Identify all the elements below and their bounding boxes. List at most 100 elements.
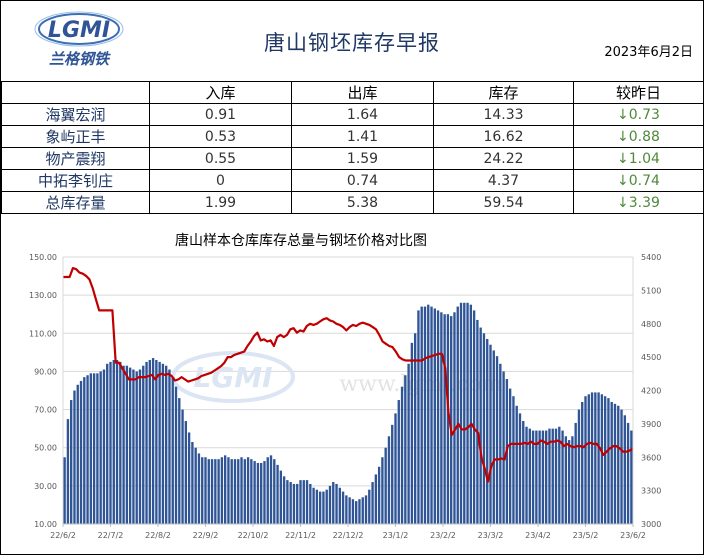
inventory-bar (115, 359, 119, 524)
column-header-change: 较昨日 (573, 81, 704, 104)
inventory-bar (387, 436, 391, 524)
inventory-bar (63, 457, 66, 524)
inventory-bar (273, 459, 276, 524)
inventory-bar (250, 459, 253, 524)
y-left-tick-label: 70.00 (34, 406, 57, 415)
warehouse-name: 中拓李钊庄 (1, 169, 150, 192)
inventory-bar (299, 480, 302, 524)
y-right-tick-label: 5100 (641, 286, 661, 295)
inventory-bar (194, 447, 197, 524)
inventory-bar (99, 371, 102, 524)
inventory-bar (361, 497, 364, 524)
change-value: ↓0.74 (573, 169, 704, 192)
inventory-bar (590, 392, 594, 524)
inventory-bar (548, 428, 551, 524)
inventory-bar (296, 483, 299, 524)
inventory-bar (453, 312, 456, 524)
inventory-bar (122, 365, 125, 524)
inventory-bar (178, 398, 181, 524)
inventory-price-chart: 唐山样本仓库库存总量与钢坯价格对比图 10.00 30.00 50.00 70.00 90… (29, 232, 661, 540)
inventory-bar (292, 483, 296, 524)
inventory-bar (577, 409, 581, 524)
inventory-bar (325, 489, 328, 524)
inventory-bar (358, 499, 361, 524)
inventory-bar (151, 358, 155, 524)
inventory-bar (220, 457, 224, 524)
inventory-bar (489, 344, 492, 524)
inventory-bar (207, 459, 210, 524)
inventory-bar (246, 457, 250, 524)
inventory-bar (381, 457, 384, 524)
inventory-bar (423, 306, 427, 524)
inventory-bar (607, 398, 610, 524)
inventory-bar (620, 409, 623, 524)
column-header-in: 入库 (149, 81, 292, 104)
y-left-tick-label: 10.00 (34, 520, 57, 529)
inventory-bar (86, 375, 89, 524)
inventory-bar (443, 314, 446, 524)
inventory-bar (410, 342, 414, 524)
inventory-bar (240, 457, 243, 524)
inventory-bar (394, 413, 397, 524)
inventory-bar (282, 476, 286, 524)
y-left-tick-label: 110.00 (29, 329, 57, 338)
inventory-bar (574, 422, 577, 524)
inventory-bar (276, 464, 279, 524)
inventory-bar (617, 405, 620, 524)
inventory-bar (148, 359, 151, 524)
inventory-bar (384, 447, 387, 524)
inventory-bar (613, 403, 617, 524)
y-right-tick-label: 3000 (641, 520, 661, 529)
inventory-bar (187, 432, 191, 524)
inventory-bar (597, 392, 600, 524)
x-tick-label: 23/3/2 (478, 531, 504, 540)
inventory-bar (525, 426, 528, 524)
inventory-bar (76, 384, 79, 524)
inventory-bar (436, 310, 440, 524)
change-value: ↓0.88 (573, 125, 704, 148)
inventory-bar (486, 339, 489, 524)
inventory-bar (243, 459, 246, 524)
page-title: 唐山钢坯库存早报 (264, 31, 440, 55)
change-value: ↓3.39 (573, 191, 704, 214)
inventory-bar (518, 413, 522, 524)
inventory-bar (335, 483, 338, 524)
inventory-bar (571, 436, 574, 524)
table-header-row: 入库 出库 库存 较昨日 (1, 81, 704, 104)
table-row: 海翼宏润 0.91 1.64 14.33 ↓0.73 (1, 103, 704, 126)
inventory-bar (528, 428, 531, 524)
inventory-bar (201, 457, 204, 524)
x-tick-label: 23/5/2 (573, 531, 599, 540)
stock-value: 16.62 (433, 125, 574, 148)
inventory-bar (214, 459, 217, 524)
inventory-bar (132, 369, 135, 524)
inventory-bar (472, 310, 476, 524)
svg-text:LGMI: LGMI (48, 18, 110, 43)
inventory-bar (142, 365, 145, 524)
inventory-bar (210, 459, 214, 524)
inventory-bar (128, 367, 132, 524)
x-tick-label: 22/8/2 (145, 531, 171, 540)
inventory-bar (351, 499, 355, 524)
inventory-bar (102, 369, 106, 524)
y-right-tick-label: 5400 (641, 253, 661, 262)
inventory-bar (391, 424, 394, 524)
table-row: 物产震翔 0.55 1.59 24.22 ↓1.04 (1, 147, 704, 170)
inventory-bar (341, 491, 345, 524)
inventory-bar (266, 457, 269, 524)
stock-table: 入库 出库 库存 较昨日 海翼宏润 0.91 1.64 14.33 ↓0.73 … (1, 81, 704, 214)
inventory-bar (610, 401, 613, 524)
x-tick-label: 23/6/2 (620, 531, 646, 540)
inventory-bar (463, 302, 466, 524)
inventory-bar (430, 306, 433, 524)
lgmi-logo: LGMI 兰格钢铁 (34, 11, 124, 68)
inventory-bar (561, 430, 564, 524)
change-value: ↓0.73 (573, 103, 704, 126)
inventory-bar (125, 365, 129, 524)
inventory-bar (318, 491, 322, 524)
inventory-bar (305, 480, 309, 524)
inventory-bar (302, 480, 305, 524)
price-line (63, 267, 634, 483)
y-left-tick-label: 30.00 (34, 482, 57, 491)
report-header: LGMI 兰格钢铁 唐山钢坯库存早报 2023年6月2日 (1, 1, 703, 82)
